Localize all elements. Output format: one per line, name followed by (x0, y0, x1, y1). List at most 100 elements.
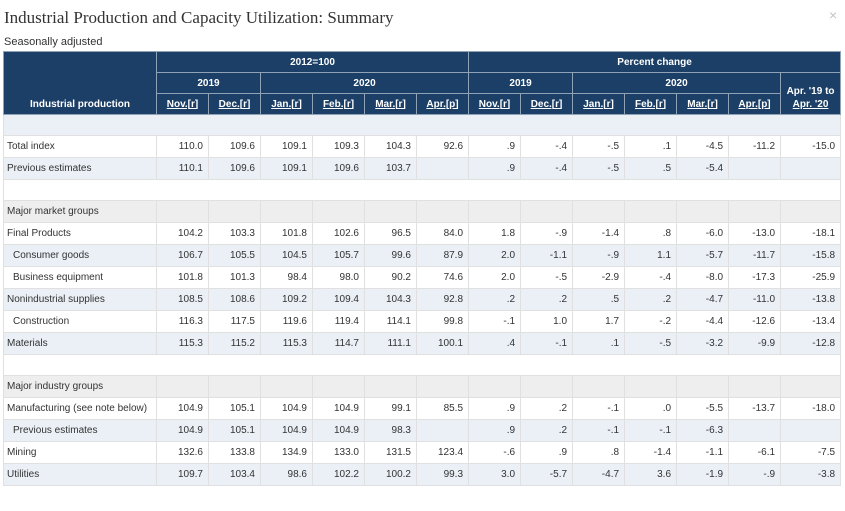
data-cell: -.1 (572, 397, 626, 420)
row-label: Materials (3, 332, 157, 355)
dialog-title: Industrial Production and Capacity Utili… (4, 8, 394, 27)
month-link[interactable]: Mar.[r] (375, 98, 406, 110)
data-cell: 85.5 (415, 397, 470, 420)
data-cell: 105.1 (208, 419, 261, 442)
col-header-apr19-line2[interactable]: Apr. '20 (792, 99, 829, 110)
table-row: Construction 116.3 117.5 119.6 119.4 114.1 99.… (3, 310, 842, 333)
table-body: Total index 110.0 109.6 109.1 109.3 104.3 92.6… (2, 114, 842, 486)
data-cell: 98.4 (260, 266, 313, 289)
data-cell: -4.7 (572, 463, 626, 486)
table-row: Previous estimates 104.9 105.1 104.9 104.9 98… (3, 419, 842, 442)
data-cell: -17.3 (728, 266, 782, 289)
data-cell: 84.0 (415, 222, 470, 245)
month-header: Apr.[p] (415, 93, 470, 115)
row-header-industrial-production: Industrial production (3, 51, 157, 115)
data-cell: 1.8 (468, 222, 522, 245)
data-cell: 2.0 (468, 244, 522, 267)
pct-month-link[interactable]: Nov.[r] (478, 98, 511, 110)
data-cell: 109.1 (260, 135, 313, 158)
data-cell (624, 200, 678, 223)
row-label: Consumer goods (3, 244, 157, 267)
data-cell (156, 375, 209, 398)
data-cell: -25.9 (780, 266, 842, 289)
data-cell: 110.1 (156, 157, 209, 180)
data-cell: .4 (468, 332, 522, 355)
data-cell: -12.8 (780, 332, 842, 355)
data-cell: -.1 (468, 310, 522, 333)
month-link[interactable]: Nov.[r] (166, 98, 199, 110)
data-cell: -5.7 (520, 463, 574, 486)
section-row: Major industry groups (3, 375, 842, 398)
section-label: Major industry groups (3, 375, 157, 398)
month-header: Nov.[r] (156, 93, 209, 115)
data-cell: 133.8 (208, 441, 261, 464)
month-link[interactable]: Feb.[r] (322, 98, 355, 110)
data-cell: 109.7 (156, 463, 209, 486)
data-cell: 103.3 (208, 222, 261, 245)
pct-year-header-2020: 2020 (572, 72, 782, 94)
data-cell (780, 200, 842, 223)
pct-month-link[interactable]: Jan.[r] (583, 98, 614, 110)
data-cell: 103.7 (364, 157, 417, 180)
data-cell (572, 200, 626, 223)
data-cell: 115.2 (208, 332, 261, 355)
data-cell (468, 200, 522, 223)
data-cell: -1.4 (572, 222, 626, 245)
month-header: Jan.[r] (260, 93, 313, 115)
month-header: Feb.[r] (312, 93, 365, 115)
data-cell: 123.4 (415, 441, 470, 464)
data-cell (415, 419, 470, 442)
data-cell: 104.3 (364, 288, 417, 311)
data-cell: 99.8 (415, 310, 470, 333)
pct-month-header: Jan.[r] (572, 93, 626, 115)
data-cell: 92.6 (415, 135, 470, 158)
data-cell (780, 375, 842, 398)
data-cell: 105.7 (312, 244, 365, 267)
data-cell: 109.6 (208, 135, 261, 158)
data-cell: 99.6 (364, 244, 417, 267)
data-cell: 3.0 (468, 463, 522, 486)
pct-month-link[interactable]: Mar.[r] (687, 98, 718, 110)
pct-month-link[interactable]: Feb.[r] (634, 98, 667, 110)
data-cell (676, 375, 730, 398)
data-cell: -1.1 (520, 244, 574, 267)
data-cell: 108.5 (156, 288, 209, 311)
data-cell: 110.0 (156, 135, 209, 158)
data-cell: 109.4 (312, 288, 365, 311)
data-cell: 87.9 (415, 244, 470, 267)
data-cell: -3.2 (676, 332, 730, 355)
data-cell (520, 200, 574, 223)
pct-month-link[interactable]: Apr.[p] (738, 98, 771, 110)
data-cell: -.5 (624, 332, 678, 355)
data-cell: 1.1 (624, 244, 678, 267)
pct-month-link[interactable]: Dec.[r] (530, 98, 563, 110)
data-cell: 119.6 (260, 310, 313, 333)
month-link[interactable]: Dec.[r] (218, 98, 251, 110)
row-label: Final Products (3, 222, 157, 245)
month-link[interactable]: Apr.[p] (426, 98, 459, 110)
data-cell: 100.1 (415, 332, 470, 355)
data-cell: 104.2 (156, 222, 209, 245)
data-cell (415, 157, 470, 180)
data-cell: .9 (468, 135, 522, 158)
spacer-row (2, 114, 842, 136)
close-icon[interactable]: × (829, 7, 838, 23)
data-cell: 99.3 (415, 463, 470, 486)
data-cell: -6.3 (676, 419, 730, 442)
data-cell: 108.6 (208, 288, 261, 311)
month-link[interactable]: Jan.[r] (271, 98, 302, 110)
data-cell: 133.0 (312, 441, 365, 464)
spacer-row (2, 354, 842, 376)
data-cell (312, 375, 365, 398)
data-cell: 104.9 (312, 419, 365, 442)
data-cell: .5 (624, 157, 678, 180)
row-label: Mining (3, 441, 157, 464)
data-cell: .0 (624, 397, 678, 420)
data-cell: -.9 (520, 222, 574, 245)
data-cell: .2 (624, 288, 678, 311)
data-cell (780, 157, 842, 180)
spacer-cell (2, 114, 842, 136)
table-row: Materials 115.3 115.2 115.3 114.7 111.1 100.1.… (3, 332, 842, 355)
data-cell (468, 375, 522, 398)
spacer-row (2, 179, 842, 201)
